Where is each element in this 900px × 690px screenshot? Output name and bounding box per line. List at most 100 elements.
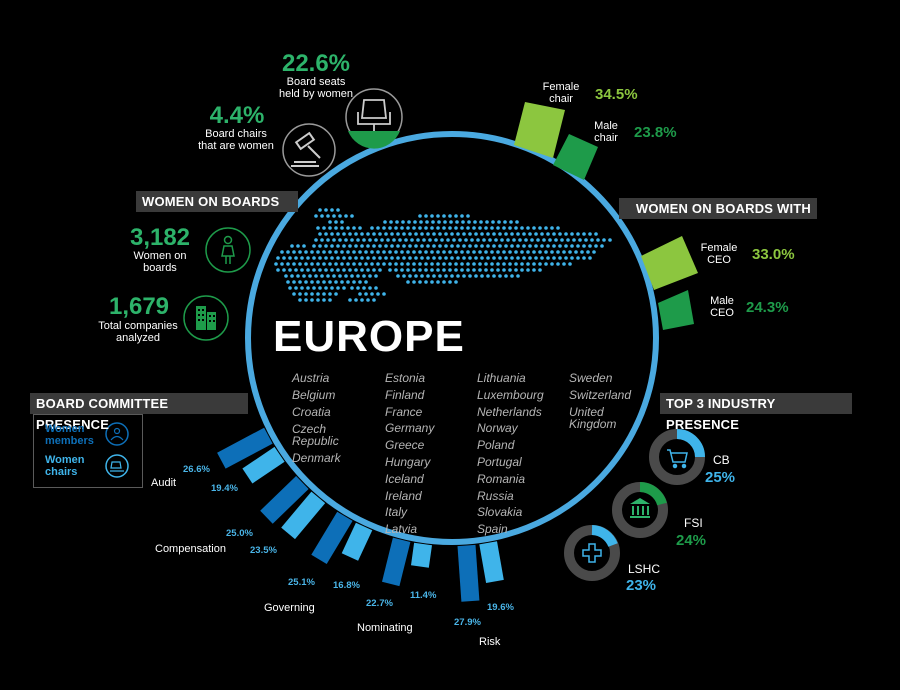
- map-dot: [290, 244, 294, 248]
- map-dot: [536, 238, 540, 242]
- map-dot: [430, 268, 434, 272]
- map-dot: [456, 232, 460, 236]
- map-dot: [528, 256, 532, 260]
- map-dot: [400, 268, 404, 272]
- chairs-label-1: Board chairs: [205, 128, 267, 140]
- map-dot: [348, 244, 352, 248]
- map-dot: [294, 268, 298, 272]
- map-dot: [456, 244, 460, 248]
- map-dot: [498, 256, 502, 260]
- map-dot: [306, 268, 310, 272]
- map-dot: [342, 268, 346, 272]
- map-dot: [534, 244, 538, 248]
- map-dot: [336, 256, 340, 260]
- male-ceo-label-2: CEO: [710, 307, 734, 319]
- country-name: Switzerland: [569, 388, 632, 402]
- map-dot: [324, 268, 328, 272]
- map-dot: [418, 262, 422, 266]
- map-dot: [502, 268, 506, 272]
- map-dot: [490, 226, 494, 230]
- map-dot: [520, 262, 524, 266]
- map-dot: [425, 220, 429, 224]
- seat-share-fill: [348, 131, 400, 149]
- map-dot: [586, 250, 590, 254]
- map-dot: [432, 274, 436, 278]
- map-dot: [468, 274, 472, 278]
- map-dot: [372, 298, 376, 302]
- map-dot: [510, 244, 514, 248]
- map-dot: [322, 226, 326, 230]
- map-dot: [442, 250, 446, 254]
- map-dot: [286, 280, 290, 284]
- map-dot: [454, 280, 458, 284]
- map-dot: [562, 250, 566, 254]
- map-dot: [334, 250, 338, 254]
- map-dot: [360, 244, 364, 248]
- map-dot: [314, 274, 318, 278]
- map-dot: [436, 280, 440, 284]
- map-dot: [448, 226, 452, 230]
- map-dot: [318, 244, 322, 248]
- map-dot: [496, 226, 500, 230]
- map-dot: [396, 256, 400, 260]
- map-dot: [388, 250, 392, 254]
- map-dot: [288, 286, 292, 290]
- gavel-icon: [291, 131, 321, 167]
- country-name: Germany: [385, 421, 435, 436]
- map-dot: [298, 280, 302, 284]
- map-dot: [316, 262, 320, 266]
- map-dot: [444, 244, 448, 248]
- map-dot: [464, 238, 468, 242]
- map-dot: [474, 232, 478, 236]
- map-dot: [330, 256, 334, 260]
- map-dot: [372, 256, 376, 260]
- country-name: Iceland: [385, 471, 424, 486]
- bank-icon: [630, 498, 650, 518]
- map-dot: [514, 262, 518, 266]
- map-dot: [330, 286, 334, 290]
- map-dot: [376, 250, 380, 254]
- map-dot: [578, 238, 582, 242]
- map-dot: [480, 274, 484, 278]
- country-name: Kingdom: [569, 417, 617, 431]
- map-dot: [503, 220, 507, 224]
- map-dot: [467, 220, 471, 224]
- seats-label-1: Board seats: [286, 76, 346, 88]
- map-dot: [376, 226, 380, 230]
- map-dot: [570, 232, 574, 236]
- map-dot: [461, 220, 465, 224]
- map-dot: [444, 274, 448, 278]
- lshc-donut: [564, 525, 620, 581]
- map-dot: [412, 280, 416, 284]
- women-value: 3,182: [129, 224, 191, 251]
- map-dot: [324, 232, 328, 236]
- map-dot: [486, 256, 490, 260]
- country-name: Romania: [477, 471, 526, 486]
- map-dot: [414, 244, 418, 248]
- map-dot: [558, 232, 562, 236]
- map-dot: [556, 226, 560, 230]
- map-dot: [408, 274, 412, 278]
- map-dot: [430, 280, 434, 284]
- map-dot: [576, 232, 580, 236]
- map-dot: [292, 262, 296, 266]
- map-dot: [473, 220, 477, 224]
- map-dot: [352, 262, 356, 266]
- map-dot: [348, 256, 352, 260]
- map-dot: [528, 232, 532, 236]
- chairs-legend-icon: [105, 454, 129, 478]
- members-legend-icon: [105, 422, 129, 446]
- country-name: Latvia: [385, 522, 418, 537]
- map-dot: [466, 226, 470, 230]
- committee-legend: [33, 414, 143, 488]
- industry-fsi-value: 24%: [676, 532, 707, 549]
- map-dot: [440, 238, 444, 242]
- map-dot: [402, 232, 406, 236]
- map-dot: [370, 292, 374, 296]
- map-dot: [322, 262, 326, 266]
- map-dot: [332, 238, 336, 242]
- map-dot: [318, 286, 322, 290]
- map-dot: [364, 292, 368, 296]
- map-dot: [334, 292, 338, 296]
- map-dot: [408, 256, 412, 260]
